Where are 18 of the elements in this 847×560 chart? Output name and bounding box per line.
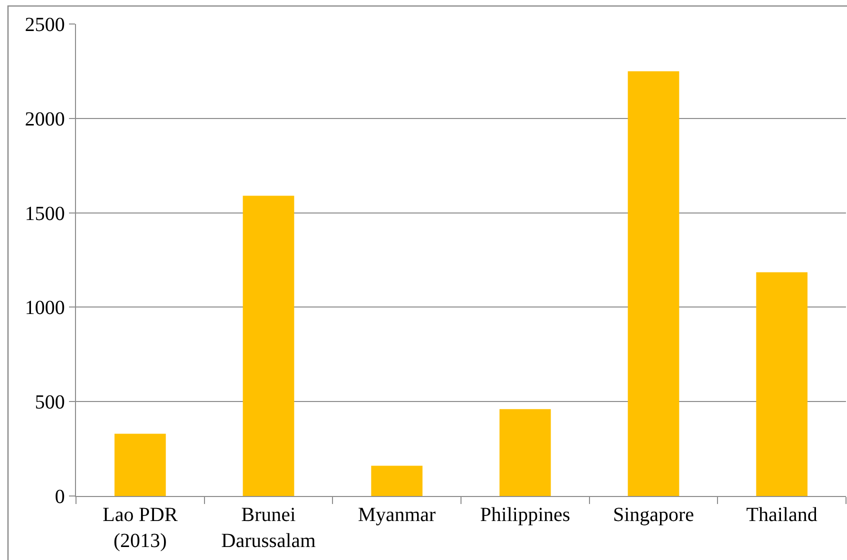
y-tick-label: 1500	[24, 202, 65, 225]
x-tick-label: Brunei Darussalam	[221, 504, 316, 552]
x-tick-label: Lao PDR (2013)	[102, 504, 178, 552]
bar	[500, 409, 551, 496]
x-tick-label: Myanmar	[358, 504, 436, 526]
y-tick-label: 2500	[24, 14, 65, 36]
bar	[756, 272, 808, 496]
x-tick-label: Thailand	[746, 504, 818, 526]
bar	[371, 466, 422, 496]
x-tick-label: Philippines	[480, 504, 570, 526]
x-tick-label: Singapore	[612, 504, 694, 526]
y-tick-label: 1000	[24, 297, 65, 320]
bar	[242, 196, 294, 496]
y-tick-label: 500	[34, 392, 65, 414]
y-tick-label: 0	[54, 486, 65, 508]
bar	[114, 434, 166, 496]
y-tick-label: 2000	[24, 108, 65, 130]
bar	[628, 71, 680, 496]
